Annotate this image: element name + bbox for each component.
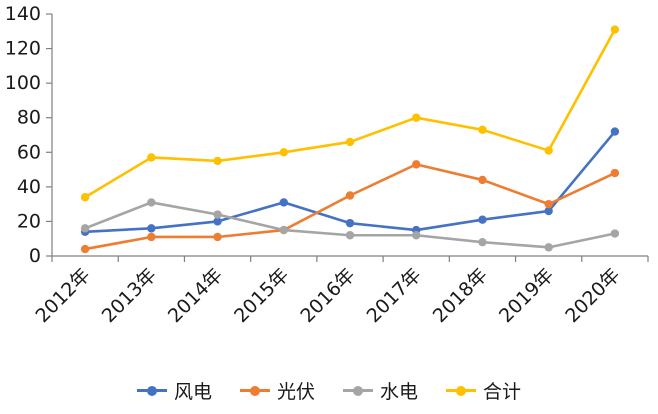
- data-point-hydro: [412, 231, 421, 240]
- y-tick-label: 120: [5, 38, 41, 60]
- x-axis-label: 2016年: [296, 264, 359, 327]
- data-point-total: [279, 148, 288, 157]
- data-point-solar: [478, 175, 487, 185]
- data-point-solar: [80, 244, 90, 254]
- y-tick-label: 140: [5, 3, 41, 25]
- legend-marker-hydro-icon: [343, 389, 373, 392]
- data-point-solar: [544, 199, 553, 209]
- data-point-hydro: [610, 229, 620, 238]
- data-point-solar: [345, 191, 355, 200]
- legend-label-wind: 风电: [173, 381, 212, 403]
- data-point-total: [147, 153, 156, 162]
- data-point-wind: [478, 215, 487, 224]
- y-tick-label: 100: [5, 72, 41, 94]
- y-tick-label: 0: [29, 245, 41, 267]
- data-point-wind: [147, 224, 156, 233]
- data-point-total: [213, 156, 222, 166]
- data-point-total: [544, 146, 553, 155]
- data-point-total: [80, 193, 90, 202]
- data-point-hydro: [478, 237, 487, 247]
- legend-label-hydro: 水电: [380, 381, 419, 403]
- data-point-solar: [610, 168, 620, 178]
- x-axis-label: 2014年: [164, 264, 227, 327]
- data-point-solar: [412, 160, 421, 169]
- data-point-solar: [213, 232, 222, 242]
- data-point-hydro: [147, 198, 156, 207]
- legend-item-wind: 风电: [136, 377, 212, 404]
- x-axis-label: 2020年: [561, 264, 624, 327]
- data-point-total: [610, 25, 620, 34]
- y-tick-label: 80: [17, 107, 41, 129]
- data-point-wind: [544, 206, 553, 216]
- x-axis-label: 2013年: [98, 264, 161, 327]
- legend-item-hydro: 水电: [343, 377, 418, 404]
- x-axis-label: 2012年: [31, 264, 94, 327]
- y-tick-label: 40: [17, 176, 41, 198]
- chart-legend: 风电 光伏 水电 合计: [0, 377, 658, 404]
- legend-label-total: 合计: [483, 381, 522, 403]
- data-point-hydro: [80, 224, 90, 233]
- data-point-wind: [610, 127, 620, 136]
- data-point-total: [478, 125, 487, 135]
- data-point-wind: [213, 217, 222, 226]
- legend-marker-total-icon: [446, 389, 477, 392]
- x-axis-label: 2018年: [429, 264, 492, 327]
- data-point-total: [345, 137, 355, 147]
- y-tick-label: 20: [17, 210, 41, 232]
- data-point-hydro: [345, 231, 355, 240]
- series-line-total: [83, 28, 617, 199]
- legend-label-solar: 光伏: [276, 381, 315, 403]
- data-point-total: [412, 113, 421, 122]
- legend-marker-solar-icon: [239, 389, 270, 392]
- y-tick-label: 60: [17, 141, 41, 163]
- x-axis-label: 2015年: [230, 264, 293, 327]
- data-point-wind: [345, 218, 355, 228]
- data-point-solar: [147, 232, 156, 242]
- x-axis-label: 2017年: [363, 264, 426, 327]
- x-axis-label: 2019年: [495, 264, 558, 327]
- data-point-hydro: [279, 225, 288, 235]
- legend-marker-wind-icon: [136, 389, 167, 392]
- data-point-hydro: [544, 243, 553, 252]
- legend-item-total: 合计: [446, 377, 521, 404]
- data-point-wind: [279, 198, 288, 207]
- data-point-hydro: [213, 210, 222, 219]
- legend-item-solar: 光伏: [239, 377, 315, 404]
